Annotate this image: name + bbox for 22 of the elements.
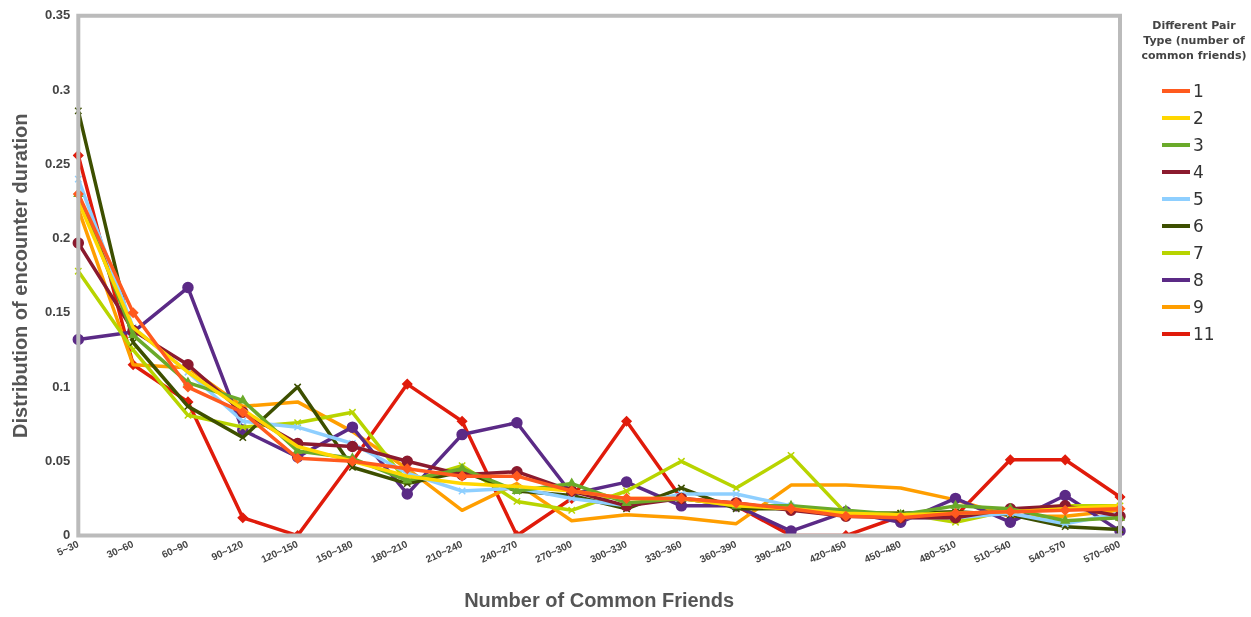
legend-label: 2 [1193, 107, 1204, 128]
legend-title: Different Pair Type (number of common friends) [1140, 18, 1248, 63]
y-axis-title: Distribution of encounter duration [8, 113, 31, 438]
y-tick-label: 0.15 [44, 304, 71, 320]
x-tick-label: 30~60 [105, 538, 136, 561]
y-tick-label: 0.3 [52, 81, 71, 97]
y-tick-label: 0.2 [52, 230, 71, 246]
legend-label: 11 [1193, 323, 1215, 344]
y-tick-label: 0.05 [44, 452, 71, 468]
legend-label: 7 [1193, 242, 1204, 263]
legend-label: 8 [1193, 269, 1204, 290]
y-tick-label: 0.1 [52, 378, 71, 394]
legend-label: 5 [1193, 188, 1204, 209]
y-tick-label: 0.35 [44, 7, 71, 23]
legend-label: 1 [1193, 80, 1204, 101]
y-tick-label: 0.25 [44, 155, 71, 171]
legend-label: 9 [1193, 296, 1204, 317]
legend-label: 4 [1193, 161, 1204, 182]
legend-label: 3 [1193, 134, 1204, 155]
legend-label: 6 [1193, 215, 1204, 236]
x-tick-label: 60~90 [159, 538, 191, 561]
x-axis-title: Number of Common Friends [464, 588, 735, 611]
